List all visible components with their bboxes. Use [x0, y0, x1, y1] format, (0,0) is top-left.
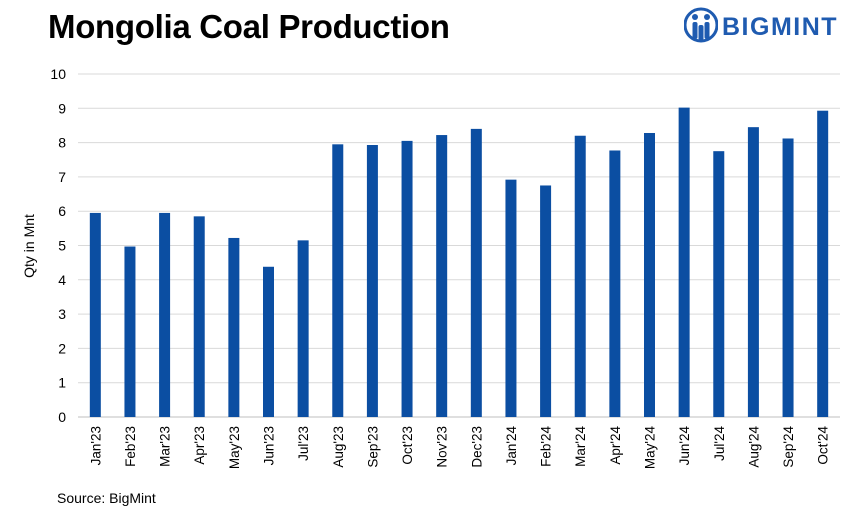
bar — [436, 135, 448, 417]
x-tick-label: Dec'23 — [469, 426, 484, 468]
x-tick-label: Oct'23 — [400, 426, 415, 465]
y-tick-label: 5 — [58, 238, 66, 254]
x-tick-label: May'24 — [643, 426, 658, 470]
source-note: Source: BigMint — [57, 490, 156, 506]
bar — [89, 212, 101, 417]
x-tick-label: Nov'23 — [435, 426, 450, 468]
x-axis-ticks: Jan'23 Feb'23 Mar'23 Apr'23 May'23 Jun'23 Jul'… — [88, 426, 830, 470]
x-tick-label: Oct'24 — [816, 426, 831, 465]
y-tick-label: 0 — [58, 409, 66, 425]
x-tick-label: Jun'23 — [262, 426, 277, 465]
x-tick-label: Sep'23 — [365, 426, 380, 468]
x-tick-label: Jul'24 — [712, 426, 727, 461]
x-tick-label: Feb'24 — [539, 426, 554, 467]
x-tick-label: Apr'24 — [608, 426, 623, 465]
bar — [609, 150, 621, 417]
bar — [228, 237, 240, 417]
x-tick-label: Apr'23 — [192, 426, 207, 465]
bar — [713, 151, 725, 418]
bar — [401, 140, 413, 417]
bar — [782, 138, 794, 417]
x-tick-label: Mar'23 — [158, 426, 173, 467]
bar — [644, 132, 655, 417]
gridlines — [78, 73, 840, 418]
y-tick-label: 10 — [50, 66, 66, 82]
bar — [470, 128, 482, 417]
x-tick-label: Aug'23 — [331, 426, 346, 468]
x-tick-label: Jul'23 — [296, 426, 311, 461]
y-tick-label: 7 — [58, 169, 66, 185]
bar — [193, 216, 205, 417]
x-tick-label: Jun'24 — [677, 426, 692, 466]
x-tick-label: May'23 — [227, 426, 242, 469]
bar — [817, 110, 829, 418]
y-tick-label: 1 — [58, 375, 66, 391]
y-tick-label: 9 — [58, 100, 66, 116]
x-tick-label: Mar'24 — [573, 426, 588, 467]
x-tick-label: Aug'24 — [746, 426, 761, 468]
bigmint-logo: BIGMINT — [684, 7, 844, 47]
bar — [678, 107, 690, 417]
bigmint-logo-text: BIGMINT — [722, 13, 839, 41]
chart-title: Mongolia Coal Production — [48, 8, 450, 45]
y-tick-label: 6 — [58, 203, 66, 219]
x-tick-label: Jan'23 — [88, 426, 103, 465]
y-tick-label: 8 — [58, 135, 66, 151]
bar — [366, 145, 378, 417]
bar — [297, 240, 309, 417]
bar — [574, 135, 586, 418]
bar — [540, 185, 552, 417]
bar — [159, 212, 171, 417]
bar — [332, 144, 344, 417]
bar — [263, 266, 274, 417]
bar — [747, 127, 759, 417]
y-axis-label: Qty in Mnt — [21, 214, 37, 278]
y-tick-label: 3 — [58, 306, 66, 322]
bars — [89, 107, 829, 418]
bar — [505, 179, 517, 417]
y-tick-label: 2 — [58, 340, 66, 356]
y-axis-ticks: 0 1 2 3 4 5 6 7 8 9 10 — [50, 66, 66, 425]
x-tick-label: Feb'23 — [123, 426, 138, 467]
bigmint-logo-icon — [684, 7, 718, 43]
bar — [124, 246, 136, 417]
y-tick-label: 4 — [58, 272, 66, 288]
x-tick-label: Jan'24 — [504, 426, 519, 466]
x-tick-label: Sep'24 — [781, 426, 796, 468]
